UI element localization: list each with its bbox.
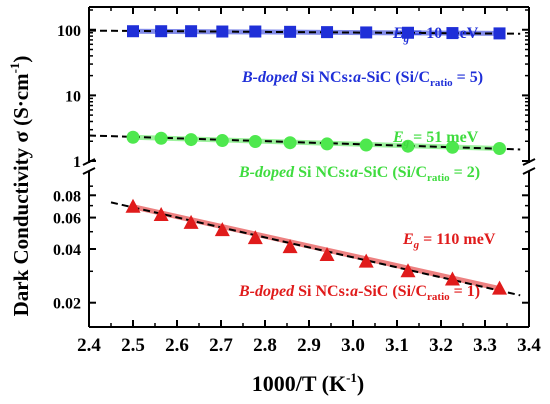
series-2-point xyxy=(215,134,229,148)
series-3-description: B-doped Si NCs:a-SiC (Si/Cratio = 1) xyxy=(238,283,480,303)
series-2-point xyxy=(493,142,507,156)
series-3-point xyxy=(400,263,416,278)
series-3-point xyxy=(183,214,199,229)
series-2-point xyxy=(184,133,198,147)
x-tick-label: 2.7 xyxy=(209,335,233,356)
series-3-point xyxy=(319,247,335,262)
series-2-eg-label: Eg = 51 meV xyxy=(392,129,479,149)
series-1-point xyxy=(446,27,459,40)
series-3-point xyxy=(282,239,298,254)
series-3-point xyxy=(125,198,141,213)
x-tick-label: 2.9 xyxy=(297,335,321,356)
x-tick-label: 3.2 xyxy=(429,335,453,356)
series-3-point xyxy=(358,253,374,268)
x-tick-label: 3.3 xyxy=(473,335,497,356)
y-axis-title: Dark Conductivity σ (S·cm-1) xyxy=(7,56,33,317)
series-1-point xyxy=(216,25,229,38)
y-tick-label: 10 xyxy=(65,88,81,105)
y-tick-label: 0.04 xyxy=(53,242,81,259)
x-axis: 2.4 2.5 2.6 2.7 2.8 2.9 3.0 3.1 3.2 3.3 3.4 xyxy=(77,7,541,356)
series-3-point xyxy=(214,222,230,237)
series-2-description: B-doped Si NCs:a-SiC (Si/Cratio = 2) xyxy=(238,164,480,184)
x-tick-label: 2.6 xyxy=(165,335,189,356)
series-2-point xyxy=(283,136,297,150)
series-1-description: B-doped Si NCs:a-SiC (Si/Cratio = 5) xyxy=(241,69,483,89)
series-3-point xyxy=(444,271,460,286)
series-3-point xyxy=(153,207,169,222)
series-3-eg-label: Eg = 110 meV xyxy=(402,231,496,251)
series-1-point xyxy=(127,25,139,38)
y-tick-label: 0.08 xyxy=(53,188,81,205)
x-axis-title: 1000/T (K-1) xyxy=(252,370,365,396)
y-axis-title-sup: -1 xyxy=(7,63,22,74)
series-3-fit-line xyxy=(110,201,521,297)
series-1-point xyxy=(249,25,262,38)
series-2-point xyxy=(248,135,262,149)
y-axis-title-text: Dark Conductivity σ (S·cm xyxy=(9,73,33,317)
axis-break-mark-right-2 xyxy=(522,167,536,175)
x-tick-label: 2.4 xyxy=(77,335,101,356)
series-1-point xyxy=(321,26,334,39)
x-axis-title-text: 1000/T (K xyxy=(252,371,346,396)
series-2-point xyxy=(154,131,168,145)
series-2-point xyxy=(445,140,459,154)
series-1-point xyxy=(402,26,414,39)
x-tick-label: 2.5 xyxy=(121,335,145,356)
y-tick-label: 0.02 xyxy=(53,296,81,313)
series-1-point xyxy=(155,25,168,38)
y-tick-label: 100 xyxy=(57,23,81,40)
x-axis-title-close: ) xyxy=(357,371,364,396)
x-axis-title-sup: -1 xyxy=(346,370,357,385)
series-2-point xyxy=(320,137,334,151)
x-tick-label: 3.1 xyxy=(385,335,409,356)
series-3-point xyxy=(492,280,508,295)
series-2-point xyxy=(359,138,373,152)
series-3-trend-line xyxy=(132,204,501,292)
series-1-point xyxy=(185,25,198,38)
series-1-point xyxy=(493,27,506,40)
series-1-eg-label: Eg = 10 meV xyxy=(392,25,479,45)
x-tick-label: 2.8 xyxy=(253,335,277,356)
series-1-point xyxy=(284,25,297,38)
series-3-point xyxy=(247,230,263,245)
axis-break-mark-left-2 xyxy=(82,167,96,175)
series-2-point xyxy=(126,130,140,144)
series-labels: Eg = 10 meV B-doped Si NCs:a-SiC (Si/Crat… xyxy=(238,25,496,303)
x-tick-label: 3.0 xyxy=(341,335,365,356)
y-axis: 1 10 100 0.02 0.04 0.06 0.08 xyxy=(53,9,529,313)
series-2-point xyxy=(401,139,415,153)
data-markers xyxy=(125,25,508,295)
y-tick-label: 0.06 xyxy=(53,211,81,228)
y-tick-label: 1 xyxy=(73,154,81,171)
series-1-point xyxy=(360,26,373,39)
x-tick-label: 3.4 xyxy=(517,335,541,356)
y-axis-title-close: ) xyxy=(9,56,33,63)
